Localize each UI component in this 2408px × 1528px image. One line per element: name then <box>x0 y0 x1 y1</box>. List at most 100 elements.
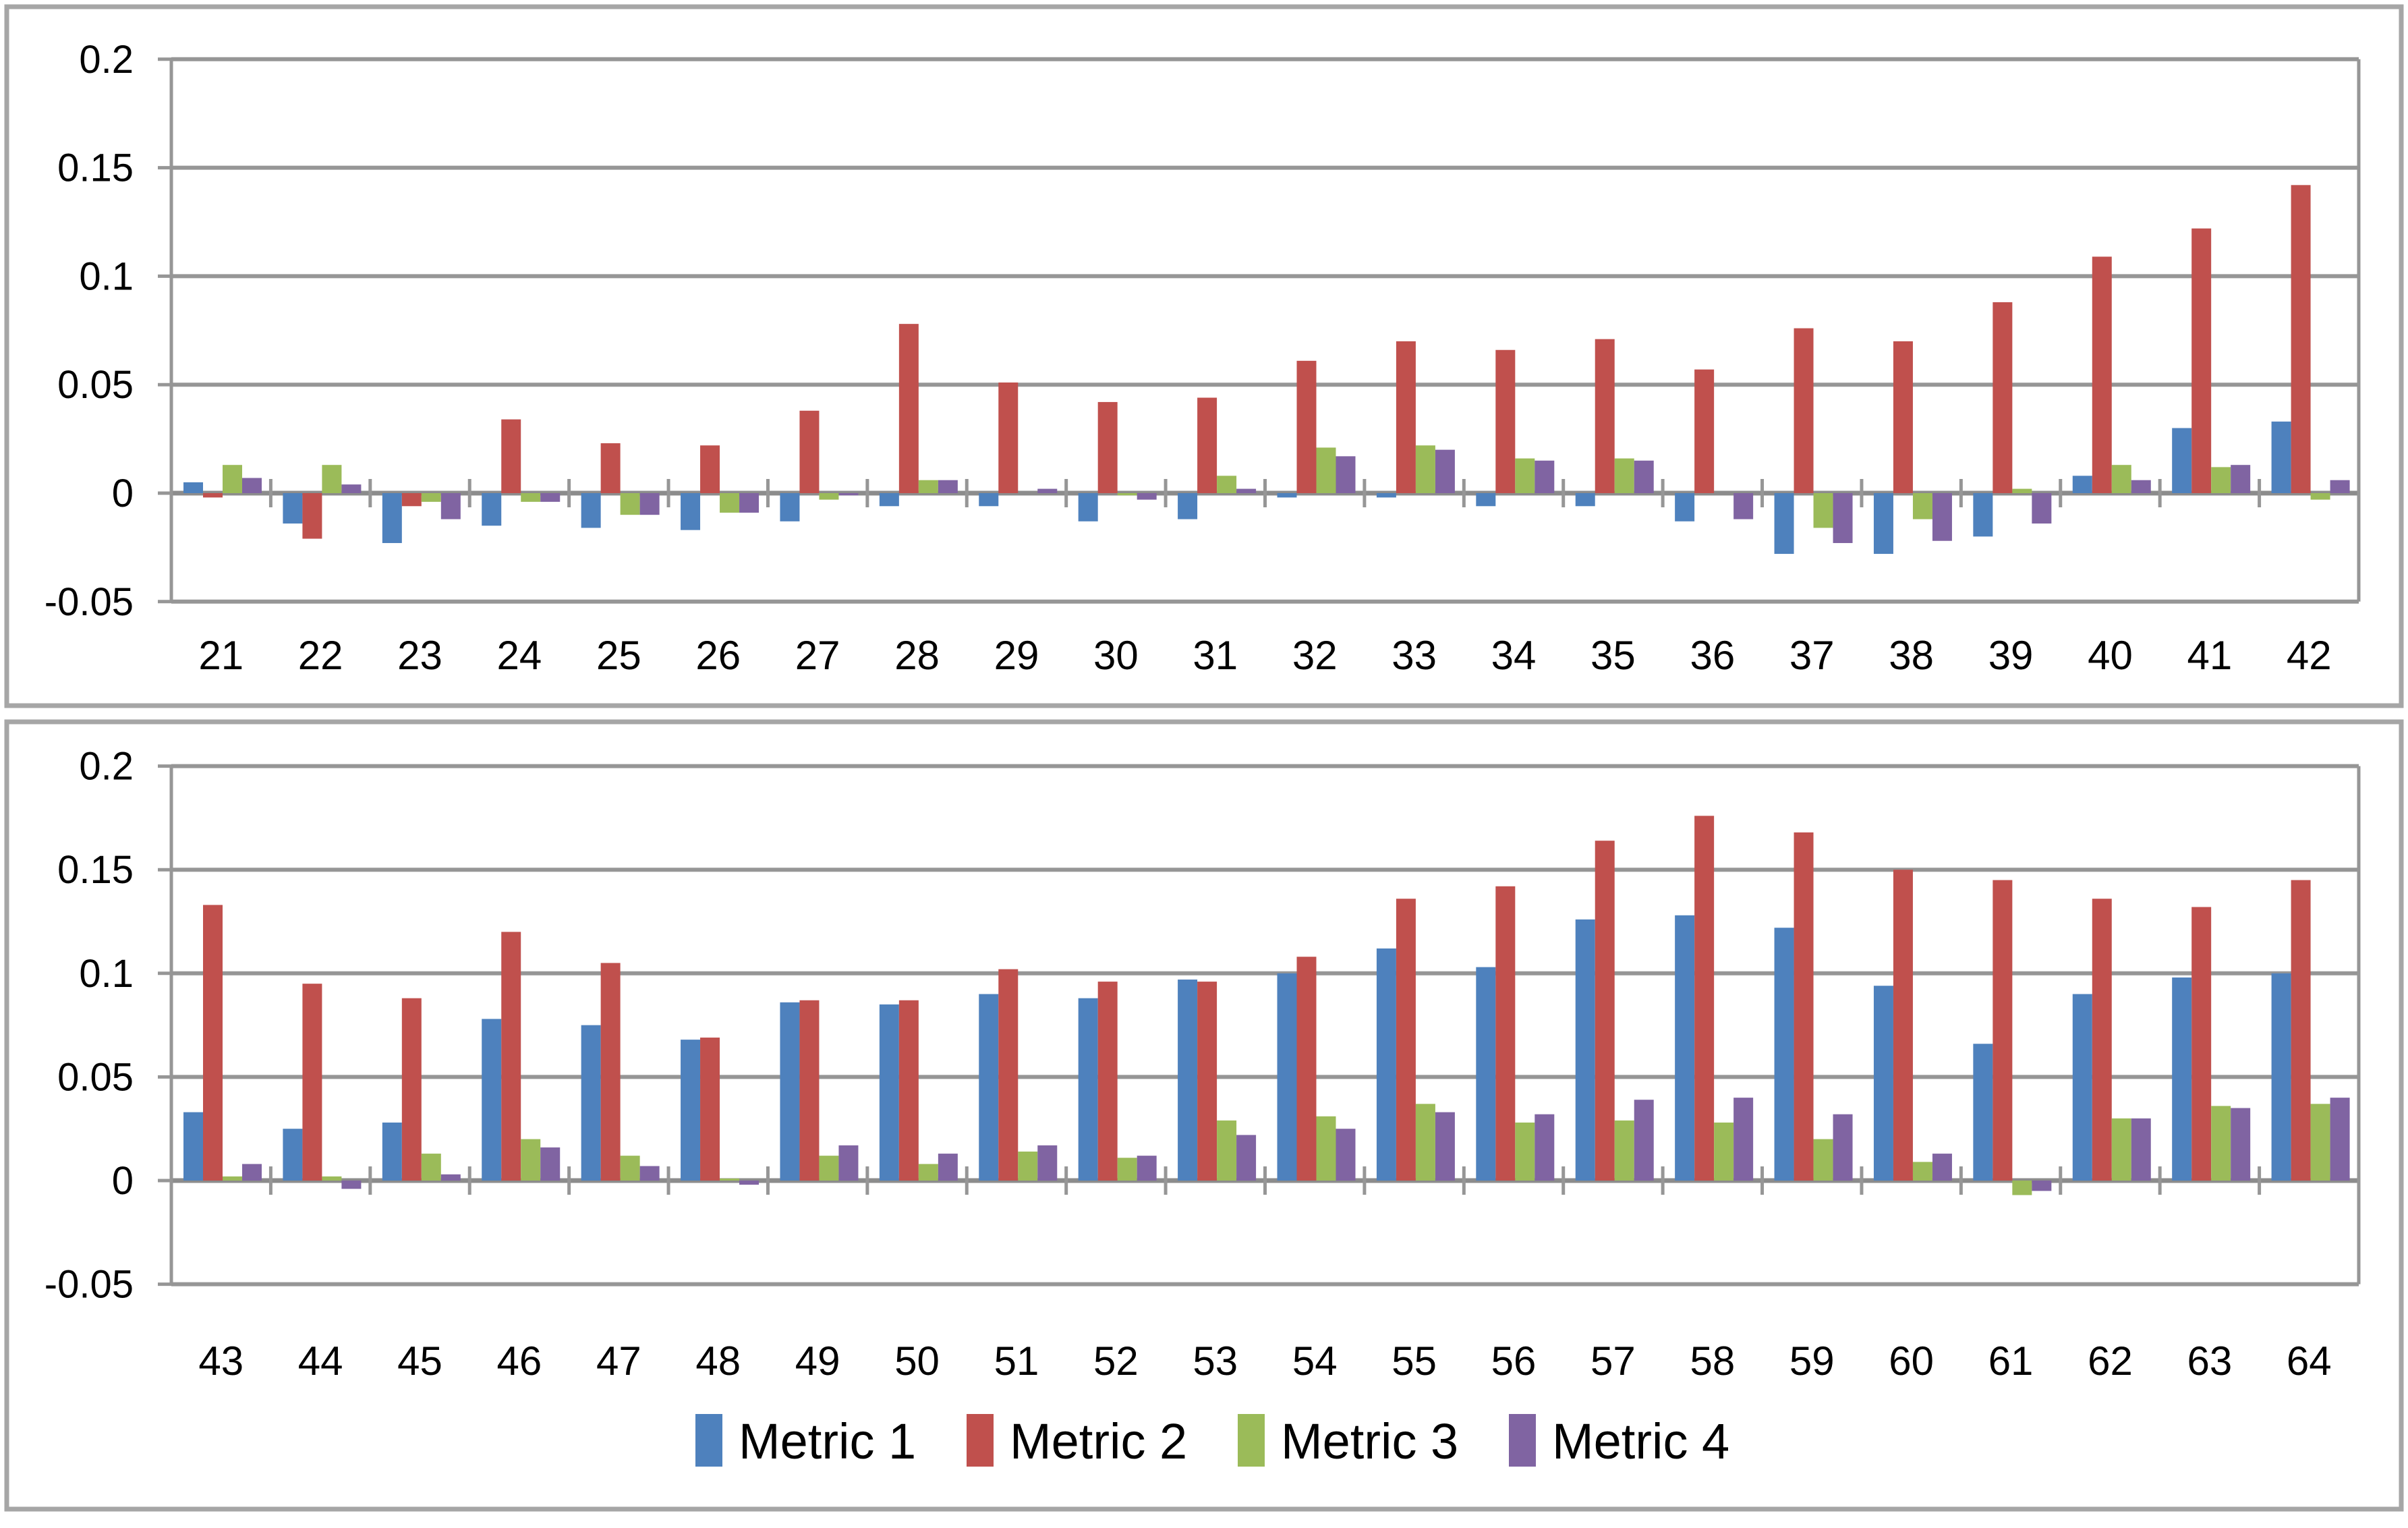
x-tick-label: 30 <box>1093 633 1139 678</box>
bar-42-metric-4 <box>2330 480 2350 493</box>
bar-33-metric-3 <box>1415 445 1435 493</box>
bar-55-metric-1 <box>1376 948 1396 1181</box>
bar-32-metric-4 <box>1336 456 1356 493</box>
y-tick-label: 0.2 <box>79 745 134 789</box>
x-tick-label: 64 <box>2287 1338 2332 1384</box>
bar-60-metric-4 <box>1932 1154 1952 1181</box>
legend-label: Metric 1 <box>739 1413 916 1469</box>
bar-60-metric-3 <box>1912 1162 1932 1181</box>
bar-37-metric-2 <box>1794 328 1814 493</box>
bar-53-metric-1 <box>1178 980 1198 1181</box>
bar-35-metric-3 <box>1614 458 1634 493</box>
bar-37-metric-3 <box>1813 493 1833 528</box>
bar-23-metric-4 <box>440 493 461 519</box>
bar-64-metric-2 <box>2291 880 2311 1181</box>
bar-61-metric-4 <box>2032 1181 2052 1191</box>
bar-56-metric-3 <box>1515 1122 1535 1181</box>
bar-30-metric-2 <box>1097 401 1118 493</box>
x-tick-label: 33 <box>1392 633 1437 678</box>
bar-34-metric-2 <box>1495 349 1516 493</box>
bar-39-metric-4 <box>2032 493 2052 524</box>
bar-57-metric-3 <box>1614 1120 1634 1181</box>
bar-32-metric-1 <box>1277 493 1297 498</box>
bar-64-metric-4 <box>2330 1098 2350 1181</box>
bar-41-metric-4 <box>2231 465 2251 493</box>
bar-60-metric-1 <box>1873 986 1893 1181</box>
bar-44-metric-2 <box>302 984 322 1181</box>
bar-46-metric-1 <box>482 1019 502 1181</box>
legend-label: Metric 2 <box>1010 1413 1187 1469</box>
bar-63-metric-1 <box>2172 977 2192 1181</box>
bar-40-metric-4 <box>2131 480 2151 493</box>
y-tick-label: 0.05 <box>57 1055 134 1099</box>
x-tick-label: 45 <box>397 1338 442 1384</box>
y-tick-label: 0 <box>112 472 134 515</box>
bar-40-metric-3 <box>2111 465 2131 493</box>
x-tick-label: 60 <box>1889 1338 1934 1384</box>
y-tick-label: 0.05 <box>57 363 134 407</box>
bar-64-metric-3 <box>2310 1104 2330 1181</box>
bar-45-metric-2 <box>401 998 422 1181</box>
x-tick-label: 40 <box>2088 633 2133 678</box>
bar-42-metric-1 <box>2271 421 2291 493</box>
bar-52-metric-4 <box>1137 1156 1157 1181</box>
bar-45-metric-1 <box>382 1122 402 1181</box>
bar-44-metric-1 <box>283 1129 303 1181</box>
y-tick-label: 0.1 <box>79 254 134 298</box>
legend-item-metric-2: Metric 2 <box>967 1413 1187 1469</box>
x-tick-label: 29 <box>994 633 1039 678</box>
x-tick-label: 38 <box>1889 633 1934 678</box>
bar-43-metric-3 <box>223 1176 242 1181</box>
bar-50-metric-4 <box>938 1154 958 1181</box>
bar-28-metric-1 <box>879 493 899 507</box>
bar-23-metric-3 <box>421 493 441 502</box>
bar-22-metric-3 <box>322 465 342 493</box>
x-tick-label: 42 <box>2287 633 2332 678</box>
bar-26-metric-1 <box>681 493 701 530</box>
x-tick-label: 55 <box>1392 1338 1437 1384</box>
bar-54-metric-3 <box>1316 1116 1336 1181</box>
x-tick-label: 36 <box>1690 633 1735 678</box>
bar-54-metric-2 <box>1296 957 1317 1181</box>
bar-29-metric-4 <box>1037 488 1058 493</box>
bar-49-metric-3 <box>819 1156 839 1181</box>
x-tick-label: 51 <box>994 1338 1039 1384</box>
bar-36-metric-2 <box>1694 369 1715 493</box>
bar-44-metric-4 <box>341 1181 362 1189</box>
bar-25-metric-2 <box>600 443 621 493</box>
bar-54-metric-1 <box>1277 973 1297 1181</box>
bar-37-metric-1 <box>1774 493 1794 555</box>
bar-22-metric-1 <box>283 493 303 524</box>
x-tick-label: 59 <box>1789 1338 1835 1384</box>
bar-44-metric-3 <box>322 1176 342 1181</box>
bar-31-metric-1 <box>1178 493 1198 519</box>
bar-26-metric-4 <box>739 493 759 513</box>
bar-31-metric-3 <box>1217 476 1237 493</box>
bar-56-metric-2 <box>1495 886 1516 1181</box>
bar-37-metric-4 <box>1833 493 1853 543</box>
bar-53-metric-2 <box>1197 982 1217 1181</box>
bar-50-metric-1 <box>879 1004 899 1181</box>
bar-38-metric-4 <box>1932 493 1952 541</box>
x-tick-label: 53 <box>1193 1338 1238 1384</box>
bar-55-metric-4 <box>1435 1112 1455 1181</box>
bar-45-metric-4 <box>440 1174 461 1181</box>
bar-45-metric-3 <box>421 1154 441 1181</box>
x-tick-label: 46 <box>497 1338 542 1384</box>
bar-47-metric-1 <box>581 1025 601 1181</box>
bar-51-metric-4 <box>1037 1145 1058 1181</box>
bar-33-metric-2 <box>1396 341 1416 493</box>
x-tick-label: 24 <box>497 633 542 678</box>
y-tick-label: 0.1 <box>79 952 134 996</box>
legend-swatch-2-icon <box>967 1414 994 1467</box>
bar-27-metric-2 <box>799 410 820 493</box>
x-tick-label: 44 <box>298 1338 343 1384</box>
bar-48-metric-4 <box>739 1181 759 1185</box>
x-tick-label: 62 <box>2088 1338 2133 1384</box>
bar-61-metric-3 <box>2012 1181 2032 1195</box>
bar-46-metric-4 <box>540 1147 561 1181</box>
bar-30-metric-4 <box>1137 493 1157 500</box>
x-tick-label: 25 <box>596 633 641 678</box>
x-tick-label: 37 <box>1789 633 1835 678</box>
bar-24-metric-1 <box>482 493 502 526</box>
